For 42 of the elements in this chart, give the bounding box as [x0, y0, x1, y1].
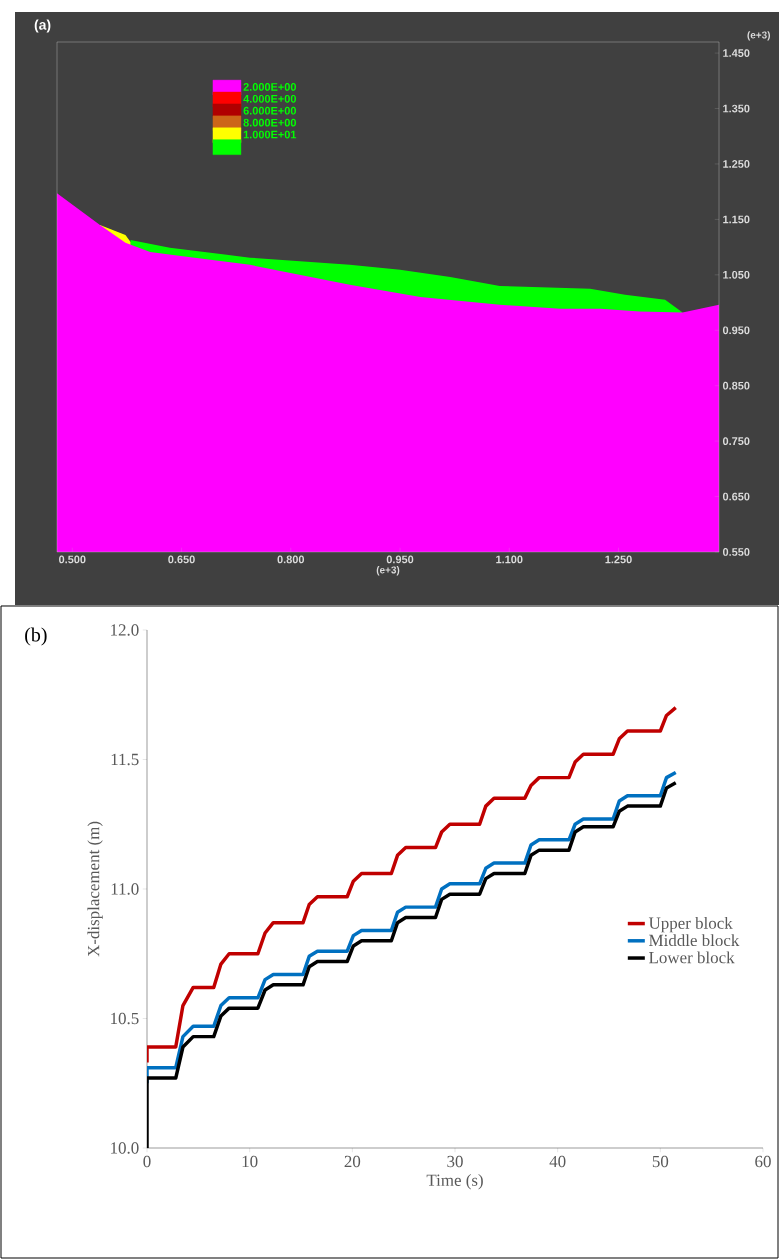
legend-label: 4.000E+00 — [243, 94, 296, 103]
y-tick-label: 1.350 — [723, 104, 750, 113]
y-tick-label: 1.050 — [723, 270, 750, 279]
x-tick-label: 1.250 — [605, 555, 632, 564]
x-tick-label: 0.650 — [168, 555, 195, 564]
legend-label: 2.000E+00 — [243, 83, 296, 91]
y-tick-label: 0.850 — [722, 381, 750, 390]
y-tick-label: 1.150 — [723, 215, 750, 224]
x-tick-label: 20 — [344, 1155, 361, 1168]
y-tick-label: 0.950 — [722, 326, 750, 335]
chart-title: (b) — [25, 627, 47, 646]
y-tick-label: 0.750 — [722, 437, 750, 446]
y-tick-label: 1.450 — [723, 49, 750, 57]
x-tick-label: 0 — [143, 1155, 151, 1168]
legend-label: 6.000E+00 — [243, 106, 296, 115]
chart-title: (a) — [34, 19, 51, 33]
x-axis-title: Time (s) — [426, 1174, 483, 1190]
x-tick-label: 0.950 — [386, 555, 414, 564]
y-tick-label: 10.5 — [111, 1012, 139, 1025]
y-tick-label: 0.650 — [722, 492, 750, 501]
x-tick-label: 30 — [447, 1155, 463, 1168]
y-tick-label: 11.5 — [111, 753, 139, 766]
y-tick-label: 1.250 — [723, 160, 750, 168]
legend-label: 1.000E+01 — [243, 130, 297, 139]
y-tick-label: 12.0 — [111, 624, 139, 636]
legend-label: Upper block — [648, 916, 733, 933]
x-tick-label: 0.500 — [59, 555, 86, 564]
y-axis-title: (e+3) — [747, 31, 770, 41]
x-axis-title: (e+3) — [376, 566, 400, 576]
x-tick-label: 50 — [652, 1155, 669, 1168]
x-tick-label: 0.800 — [277, 555, 305, 564]
y-tick-label: 11.0 — [111, 883, 139, 895]
x-tick-label: 10 — [242, 1155, 258, 1168]
x-tick-label: 60 — [755, 1155, 771, 1168]
x-tick-label: 1.100 — [496, 555, 523, 564]
y-axis-title: X-displacement (m) — [87, 821, 103, 957]
legend-label: Middle block — [649, 934, 740, 947]
x-tick-label: 40 — [549, 1155, 566, 1168]
legend-label: 8.000E+00 — [243, 118, 296, 127]
y-tick-label: 10.0 — [111, 1142, 139, 1154]
legend-label: Lower block — [649, 951, 735, 964]
y-tick-label: 0.550 — [722, 548, 750, 556]
